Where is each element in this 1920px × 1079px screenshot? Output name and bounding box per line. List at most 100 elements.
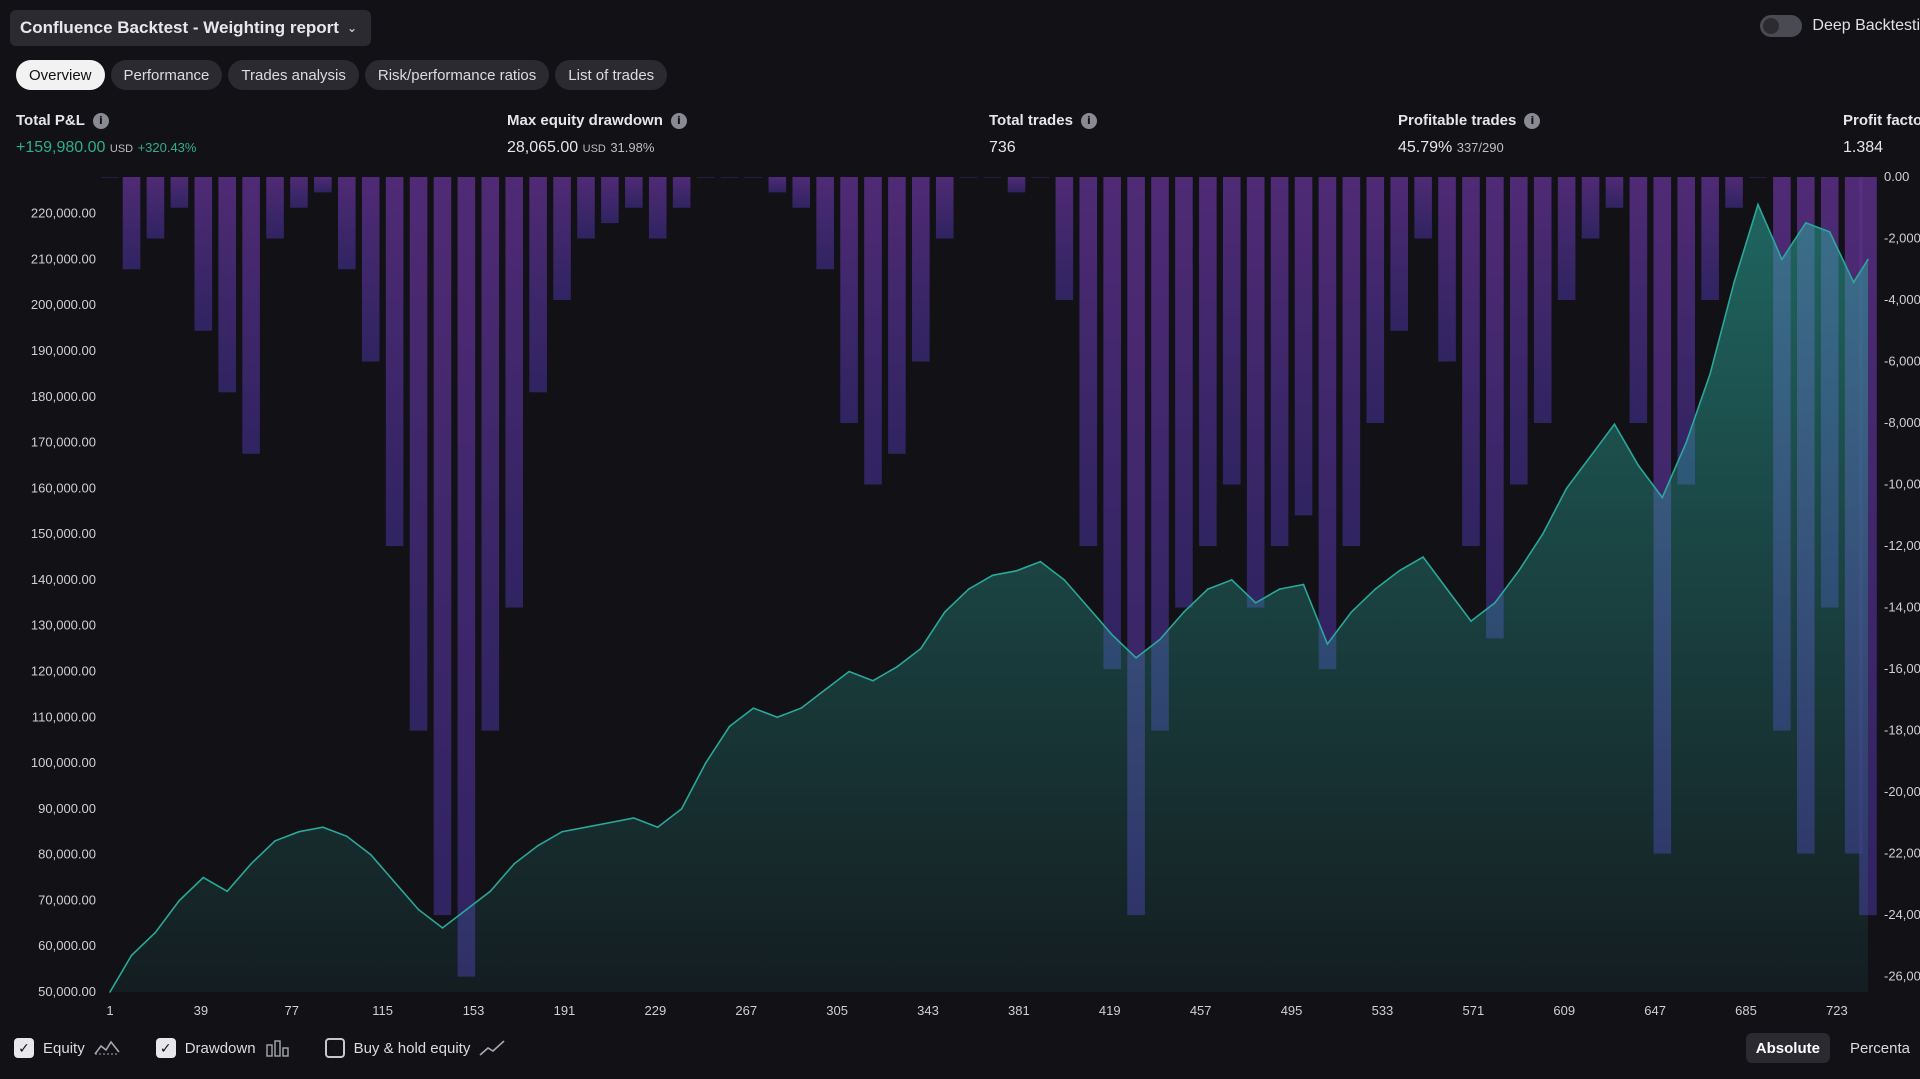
drawdown-bar	[648, 177, 667, 239]
equity-point	[1709, 373, 1711, 375]
x-axis-tick: 609	[1553, 1003, 1575, 1018]
equity-point	[1111, 634, 1113, 636]
equity-point	[1637, 464, 1640, 467]
drawdown-bar	[1557, 177, 1576, 301]
absolute-button[interactable]: Absolute	[1745, 1033, 1830, 1063]
drawdown-bar	[433, 177, 452, 916]
equity-point	[1207, 588, 1209, 590]
drawdown-bar	[1701, 177, 1719, 301]
equity-point	[298, 830, 300, 833]
drawdown-bar	[314, 177, 332, 193]
equity-point	[1867, 258, 1869, 261]
x-axis-tick: 419	[1099, 1003, 1121, 1018]
metric-max-drawdown: Max equity drawdown i 28,065.00 USD 31.98…	[507, 112, 687, 157]
chevron-down-icon: ⌄	[346, 21, 358, 35]
drawdown-bar	[816, 177, 834, 270]
drawdown-bar	[983, 177, 1002, 178]
percentage-button[interactable]: Percenta	[1849, 1039, 1910, 1057]
left-axis-tick: 100,000.00	[31, 755, 96, 770]
equity-point	[1159, 638, 1161, 641]
equity-drawdown-chart[interactable]: 220,000.00210,000.00200,000.00190,000.00…	[0, 170, 1920, 1025]
legend-drawdown[interactable]: ✓ Drawdown	[155, 1038, 289, 1058]
drawdown-bar	[1079, 177, 1098, 547]
metric-value: 1.384	[1843, 139, 1884, 156]
equity-point	[776, 716, 779, 719]
legend-equity[interactable]: ✓ Equity	[14, 1038, 120, 1058]
drawdown-bar	[625, 177, 643, 208]
drawdown-bar	[1342, 177, 1361, 547]
drawdown-bar	[864, 177, 882, 485]
left-axis-tick: 130,000.00	[31, 618, 96, 633]
tab-performance[interactable]: Performance	[110, 60, 223, 90]
x-axis-tick: 381	[1008, 1003, 1030, 1018]
drawdown-bar	[1533, 177, 1552, 424]
right-axis-tick: 0.00	[1884, 170, 1909, 184]
left-axis-tick: 190,000.00	[31, 343, 96, 358]
left-axis-tick: 50,000.00	[38, 984, 96, 999]
x-axis-tick: 533	[1372, 1003, 1394, 1018]
equity-point	[178, 899, 181, 902]
right-axis-tick: -2,000	[1884, 231, 1920, 246]
info-icon[interactable]: i	[1524, 112, 1541, 129]
equity-point	[393, 881, 396, 883]
drawdown-checkbox[interactable]: ✓	[155, 1038, 176, 1058]
equity-point	[1685, 441, 1688, 444]
tab-trades-analysis[interactable]: Trades analysis	[228, 60, 359, 90]
info-icon[interactable]: i	[1080, 112, 1097, 129]
metric-value: 45.79%	[1398, 139, 1453, 156]
equity-point	[1541, 533, 1544, 535]
x-axis-tick: 343	[917, 1003, 939, 1018]
info-icon[interactable]: i	[670, 112, 687, 129]
left-axis-tick: 150,000.00	[31, 526, 96, 541]
equity-checkbox[interactable]: ✓	[14, 1038, 34, 1058]
equity-point	[1589, 455, 1592, 458]
right-axis-tick: -20,000	[1884, 784, 1920, 799]
buyhold-checkbox[interactable]	[324, 1038, 345, 1058]
drawdown-bar	[170, 177, 189, 208]
x-axis-tick: 647	[1644, 1003, 1666, 1018]
drawdown-bar	[1366, 177, 1385, 424]
equity-point	[1517, 569, 1520, 572]
drawdown-bar	[1270, 177, 1289, 547]
info-icon[interactable]: i	[92, 112, 109, 129]
strategy-title: Confluence Backtest - Weighting report	[20, 18, 339, 37]
x-axis-tick: 723	[1826, 1003, 1848, 1018]
equity-point	[513, 862, 516, 865]
metric-total-pnl: Total P&L i +159,980.00 USD +320.43%	[16, 112, 196, 157]
equity-line-icon	[94, 1040, 120, 1055]
report-tabs: Overview Performance Trades analysis Ris…	[16, 60, 668, 90]
equity-point	[633, 817, 635, 819]
equity-point	[1326, 643, 1329, 645]
x-axis-tick: 77	[285, 1003, 299, 1018]
equity-point	[1350, 611, 1353, 613]
drawdown-bar	[1677, 177, 1696, 485]
drawdown-bar	[361, 177, 380, 362]
tab-list-of-trades[interactable]: List of trades	[555, 60, 668, 90]
top-bar: Confluence Backtest - Weighting report ⌄…	[0, 0, 1920, 56]
legend-buyhold[interactable]: Buy & hold equity	[324, 1038, 506, 1058]
equity-point	[1757, 203, 1759, 206]
equity-point	[1374, 588, 1377, 590]
x-axis-tick: 571	[1462, 1003, 1484, 1018]
equity-point	[1852, 281, 1855, 284]
drawdown-bar	[1007, 177, 1026, 193]
toggle-knob	[1763, 18, 1780, 34]
equity-point	[274, 840, 276, 842]
drawdown-bar	[577, 177, 595, 239]
chart-legend: ✓ Equity ✓ Drawdown Buy & hold equity	[14, 1038, 505, 1058]
left-axis-tick: 70,000.00	[38, 892, 96, 907]
tab-overview[interactable]: Overview	[16, 60, 105, 90]
right-axis-tick: -10,000	[1884, 477, 1920, 492]
drawdown-bar	[888, 177, 906, 454]
tab-risk-performance-ratios[interactable]: Risk/performance ratios	[364, 60, 550, 90]
deep-backtest-toggle-group: Deep Backtesti	[1760, 15, 1920, 37]
metric-sub: 31.98%	[610, 140, 655, 155]
drawdown-bar	[409, 177, 428, 731]
deep-backtest-toggle[interactable]	[1760, 15, 1803, 37]
strategy-title-dropdown[interactable]: Confluence Backtest - Weighting report ⌄	[10, 10, 372, 46]
drawdown-bar	[768, 177, 787, 193]
equity-point	[154, 931, 157, 934]
left-axis-tick: 160,000.00	[31, 480, 96, 495]
equity-point	[1613, 423, 1616, 426]
drawdown-bar	[744, 177, 763, 178]
